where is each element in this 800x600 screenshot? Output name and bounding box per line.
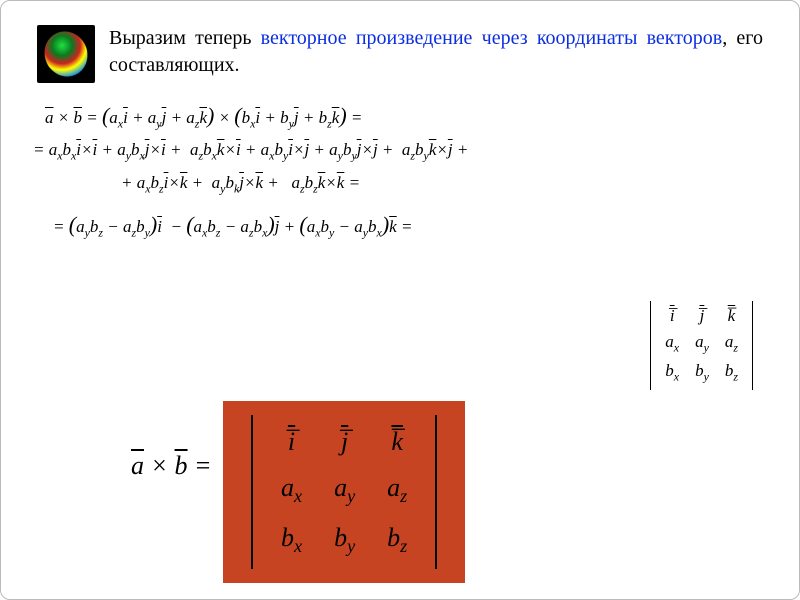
det-by: by [318, 515, 371, 565]
header-text: Выразим теперь векторное произведение че… [109, 25, 763, 79]
slide-frame: Выразим теперь векторное произведение че… [0, 0, 800, 600]
result-box: i̅ j̅ k̅ ax ay az bx by bz [223, 401, 465, 583]
header-keyword: векторное произведение через координаты … [261, 27, 723, 49]
det-bz: bz [371, 515, 423, 565]
det-az: az [371, 465, 423, 515]
header-pre: Выразим теперь [109, 27, 261, 49]
determinant-small: i̅j̅k̅ axayaz bxbybz [650, 301, 753, 395]
det-k: k̅ [391, 427, 403, 456]
equations: a × b = (axi + ayj + azk) × (bxi + byj +… [1, 91, 799, 242]
topology-icon [37, 25, 95, 83]
eq-line-4: = (aybz − azby)i − (axbz − azbx)j + (axb… [53, 208, 759, 242]
det-bx: bx [265, 515, 318, 565]
result-lhs: a × b = [131, 451, 212, 481]
det-ax: ax [265, 465, 318, 515]
eq-line-3: + axbzi×k + aybkj×k + azbzk×k = [121, 170, 759, 198]
topology-icon-shape [38, 26, 94, 82]
eq-line-2: = axbxi×i + aybxj×i + azbxk×i + axbyi×j … [33, 137, 759, 165]
det-small-table: i̅j̅k̅ axayaz bxbybz [657, 303, 746, 388]
det-i: i̅ [288, 427, 295, 456]
header: Выразим теперь векторное произведение че… [1, 1, 799, 91]
det-j: j̅ [341, 427, 348, 456]
result-determinant: i̅ j̅ k̅ ax ay az bx by bz [251, 415, 437, 569]
det-ay: ay [318, 465, 371, 515]
eq-line-1: a × b = (axi + ayj + azk) × (bxi + byj +… [45, 99, 759, 133]
